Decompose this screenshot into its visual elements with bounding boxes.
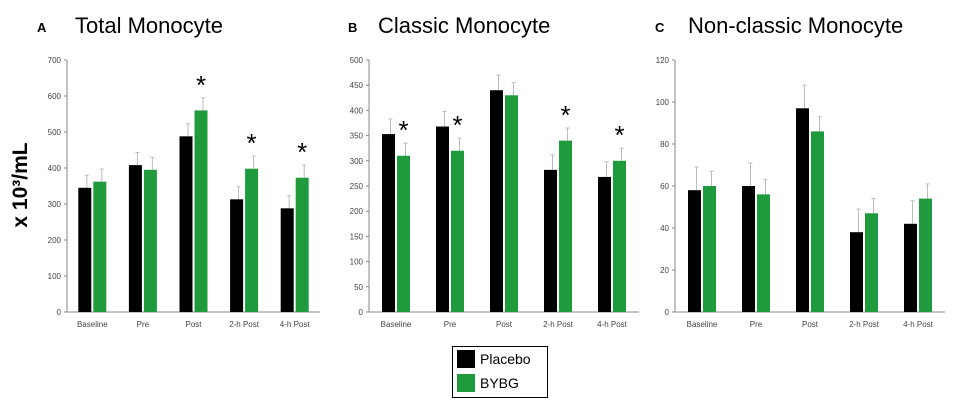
panel-title: Non-classic Monocyte bbox=[688, 13, 903, 38]
bar-placebo bbox=[544, 169, 557, 312]
bar-bybg bbox=[559, 140, 572, 312]
panel-c: C Non-classic Monocyte 0 20 40 60 80 100 120 Base… bbox=[655, 13, 945, 329]
x-tick-label: Baseline bbox=[381, 320, 412, 329]
bar-bybg bbox=[245, 168, 259, 312]
y-tick-label: 200 bbox=[48, 236, 62, 245]
bar-placebo bbox=[382, 134, 395, 312]
y-tick-label: 150 bbox=[350, 232, 364, 241]
significance-star: * bbox=[297, 137, 307, 167]
bar-placebo bbox=[179, 136, 193, 312]
bar-placebo bbox=[490, 90, 503, 313]
bar-bybg bbox=[505, 95, 518, 312]
x-tick-label: 2-h Post bbox=[229, 320, 260, 329]
bar-bybg bbox=[865, 213, 878, 312]
chart-panels: A Total Monocyte0100200300400500600700Bas… bbox=[37, 13, 945, 329]
y-tick-label: 50 bbox=[354, 283, 363, 292]
bar-placebo bbox=[436, 126, 449, 312]
panel-a: A Total Monocyte 0 100 200 300 400 500 600 700 Bas… bbox=[37, 13, 320, 329]
y-tick-label: 80 bbox=[660, 140, 669, 149]
bar-bybg bbox=[811, 131, 824, 312]
y-tick-label: 200 bbox=[350, 207, 364, 216]
bar-bybg bbox=[919, 198, 932, 312]
legend: Placebo BYBG bbox=[452, 346, 548, 398]
y-tick-label: 0 bbox=[57, 308, 62, 317]
legend-label-bybg: BYBG bbox=[480, 375, 519, 391]
y-tick-label: 60 bbox=[660, 182, 669, 191]
bar-placebo bbox=[598, 176, 611, 312]
y-tick-label: 120 bbox=[656, 56, 670, 65]
panel-title: Total Monocyte bbox=[75, 13, 223, 38]
x-tick-label: 4-h Post bbox=[903, 320, 934, 329]
panel-letter: A bbox=[37, 20, 47, 35]
bar-placebo bbox=[78, 187, 92, 312]
legend-label-placebo: Placebo bbox=[480, 351, 531, 367]
x-tick-label: 4-h Post bbox=[597, 320, 628, 329]
x-tick-label: Pre bbox=[444, 320, 457, 329]
bar-placebo bbox=[230, 199, 244, 312]
significance-star: * bbox=[247, 128, 257, 158]
bar-placebo bbox=[280, 208, 294, 312]
significance-star: * bbox=[398, 115, 408, 145]
x-tick-label: Post bbox=[802, 320, 819, 329]
y-tick-label: 450 bbox=[350, 81, 364, 90]
bar-bybg bbox=[295, 177, 309, 312]
y-tick-label: 100 bbox=[350, 258, 364, 267]
bar-placebo bbox=[742, 186, 755, 312]
x-tick-label: Baseline bbox=[687, 320, 718, 329]
bar-placebo bbox=[796, 108, 809, 312]
x-tick-label: 2-h Post bbox=[543, 320, 574, 329]
significance-star: * bbox=[614, 120, 624, 150]
bar-bybg bbox=[194, 110, 208, 313]
y-tick-label: 400 bbox=[48, 164, 62, 173]
x-tick-label: Post bbox=[496, 320, 513, 329]
x-tick-label: Baseline bbox=[77, 320, 108, 329]
y-tick-label: 0 bbox=[359, 308, 364, 317]
bar-placebo bbox=[688, 190, 701, 312]
bar-bybg bbox=[703, 186, 716, 312]
y-tick-label: 250 bbox=[350, 182, 364, 191]
y-tick-label: 600 bbox=[48, 92, 62, 101]
legend-item-placebo: Placebo bbox=[453, 347, 547, 371]
bar-placebo bbox=[904, 223, 917, 312]
bar-placebo bbox=[128, 165, 142, 312]
shared-y-axis-label: x 10³/mL bbox=[9, 142, 32, 227]
panel-letter: B bbox=[348, 20, 357, 35]
y-tick-label: 350 bbox=[350, 132, 364, 141]
y-tick-label: 100 bbox=[48, 272, 62, 281]
x-tick-label: Pre bbox=[750, 320, 763, 329]
y-tick-label: 700 bbox=[48, 56, 62, 65]
legend-swatch-placebo bbox=[457, 350, 475, 368]
significance-star: * bbox=[196, 70, 206, 100]
panel-letter: C bbox=[655, 20, 665, 35]
bar-bybg bbox=[143, 169, 157, 312]
bar-bybg bbox=[757, 194, 770, 312]
bar-bybg bbox=[93, 181, 107, 312]
legend-item-bybg: BYBG bbox=[453, 371, 547, 395]
significance-star: * bbox=[452, 110, 462, 140]
y-tick-label: 300 bbox=[48, 200, 62, 209]
bar-bybg bbox=[451, 150, 464, 312]
y-tick-label: 500 bbox=[48, 128, 62, 137]
y-tick-label: 400 bbox=[350, 106, 364, 115]
y-tick-label: 100 bbox=[656, 98, 670, 107]
x-tick-label: 2-h Post bbox=[849, 320, 880, 329]
legend-swatch-bybg bbox=[457, 374, 475, 392]
y-tick-label: 300 bbox=[350, 157, 364, 166]
y-tick-label: 500 bbox=[350, 56, 364, 65]
bar-bybg bbox=[613, 160, 626, 312]
bar-bybg bbox=[397, 155, 410, 312]
x-tick-label: 4-h Post bbox=[280, 320, 311, 329]
y-tick-label: 0 bbox=[665, 308, 670, 317]
y-tick-label: 40 bbox=[660, 224, 669, 233]
x-tick-label: Pre bbox=[137, 320, 150, 329]
panel-title: Classic Monocyte bbox=[378, 13, 550, 38]
significance-star: * bbox=[560, 100, 570, 130]
panel-b: B Classic Monocyte 0 50 100 150 200 250 300 350 40… bbox=[348, 13, 639, 329]
x-tick-label: Post bbox=[185, 320, 202, 329]
bar-placebo bbox=[850, 232, 863, 312]
y-tick-label: 20 bbox=[660, 266, 669, 275]
